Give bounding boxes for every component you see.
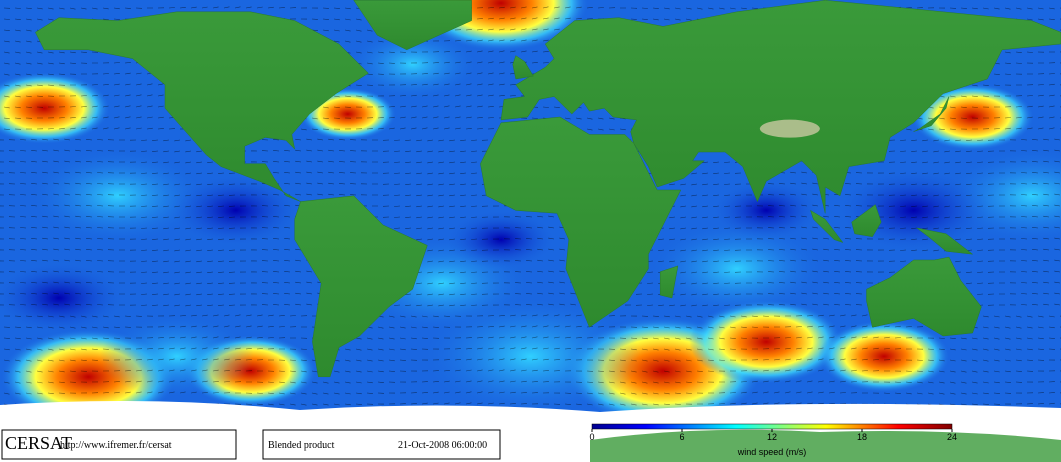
antarctica-relief — [590, 429, 1061, 462]
wind-patch — [648, 220, 825, 317]
wind-patch — [446, 209, 557, 270]
africa — [480, 116, 682, 328]
wind-patch — [689, 299, 844, 384]
north-america — [35, 11, 369, 202]
japan — [913, 96, 950, 132]
wind-patch — [818, 320, 951, 393]
greenland — [353, 0, 472, 51]
wind-patch — [29, 147, 206, 244]
wind-patch — [0, 72, 111, 145]
colorbar-tick-label: 0 — [589, 432, 594, 442]
product: Blended product — [268, 440, 335, 451]
tibet-plateau — [759, 119, 820, 138]
timestamp: 21-Oct-2008 06:00:00 — [398, 440, 487, 451]
wind-patch — [910, 83, 1035, 151]
uk — [512, 55, 534, 80]
wind-patch — [420, 296, 641, 417]
madagascar — [659, 265, 679, 299]
south-america — [294, 195, 428, 378]
wind-patch — [711, 180, 822, 241]
logo: CERSAT — [5, 433, 72, 453]
wind-patch — [169, 174, 302, 247]
sumatra — [810, 209, 844, 243]
wind-patch — [0, 262, 125, 334]
new-guinea — [916, 227, 974, 255]
borneo — [851, 204, 882, 237]
info-box — [262, 429, 501, 460]
colorbar-tick-label: 6 — [679, 432, 684, 442]
colorbar-tick-label: 12 — [767, 432, 777, 442]
logo-box — [1, 429, 237, 460]
url: http://www.ifremer.fr/cersat — [60, 440, 172, 451]
wind-patch — [346, 28, 479, 101]
colorbar — [591, 423, 953, 430]
australia — [866, 256, 982, 337]
colorbar-label: wind speed (m/s) — [737, 447, 807, 457]
eurasia — [500, 0, 1061, 214]
colorbar-tick-label: 24 — [947, 432, 957, 442]
wind-patch — [99, 314, 254, 399]
land — [35, 0, 1061, 378]
colorbar-tick-label: 18 — [857, 432, 867, 442]
